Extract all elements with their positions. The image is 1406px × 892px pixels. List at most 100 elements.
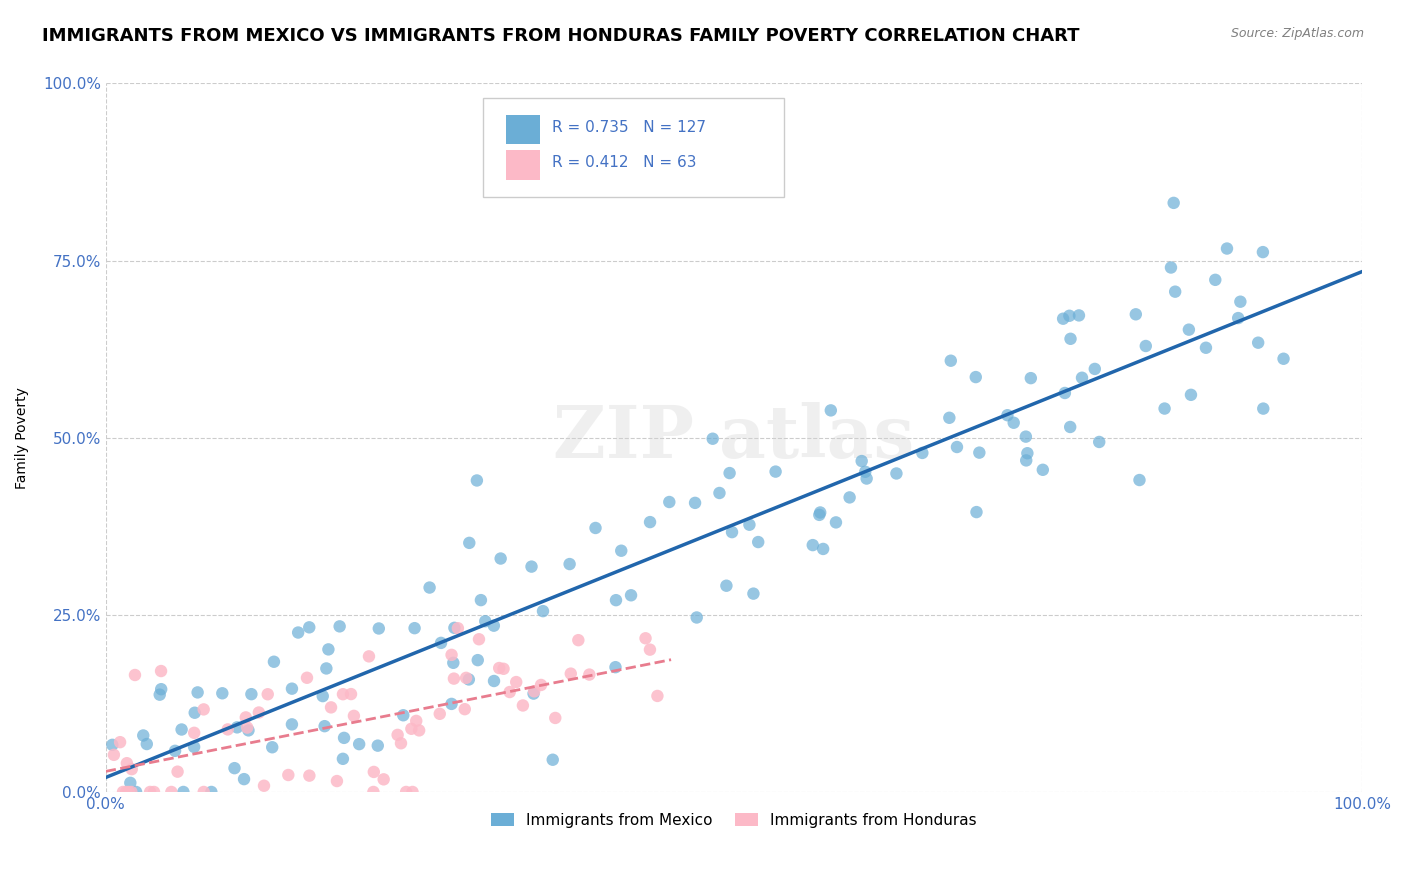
Point (488, 661, 510, 675)
Point (281, 681, 304, 696)
Point (605, 660, 627, 674)
Point (482, 618, 505, 632)
Point (343, 709, 366, 723)
Point (443, 672, 465, 686)
Point (441, 656, 464, 670)
Point (1227, 311, 1250, 326)
Point (166, 764, 188, 779)
Point (332, 752, 354, 766)
Point (373, 772, 395, 787)
Point (256, 687, 278, 701)
Point (530, 678, 553, 692)
Point (419, 581, 441, 595)
Point (430, 636, 453, 650)
Point (298, 620, 321, 634)
Point (1032, 463, 1054, 477)
Point (638, 515, 661, 529)
Point (886, 467, 908, 481)
Text: R = 0.412   N = 63: R = 0.412 N = 63 (551, 155, 696, 170)
Point (911, 446, 934, 460)
Point (224, 761, 246, 775)
Point (387, 728, 409, 742)
Point (541, 753, 564, 767)
Point (474, 614, 496, 628)
Point (1084, 362, 1107, 376)
Point (482, 673, 505, 688)
Point (236, 721, 259, 735)
Point (193, 785, 215, 799)
Point (1071, 370, 1094, 384)
Point (295, 671, 318, 685)
Point (103, 747, 125, 762)
Point (838, 491, 860, 505)
Point (443, 621, 465, 635)
Point (605, 593, 627, 607)
Point (149, 688, 172, 702)
Point (165, 744, 187, 758)
Point (544, 711, 567, 725)
Point (1125, 307, 1147, 321)
Point (115, 756, 138, 771)
Point (315, 661, 337, 675)
Point (738, 517, 761, 532)
Point (120, 776, 142, 790)
Point (108, 735, 131, 749)
Point (281, 717, 304, 731)
Point (1247, 335, 1270, 350)
Point (235, 710, 257, 724)
Point (808, 506, 831, 520)
Point (332, 687, 354, 701)
Point (765, 465, 787, 479)
Point (1088, 434, 1111, 449)
Point (150, 682, 173, 697)
Point (238, 723, 260, 738)
Point (333, 731, 356, 745)
Point (1128, 473, 1150, 487)
Point (1052, 311, 1074, 326)
Point (143, 785, 166, 799)
Point (1153, 401, 1175, 416)
Point (401, 722, 423, 736)
Point (135, 737, 157, 751)
Point (718, 466, 741, 480)
Point (395, 785, 418, 799)
Text: Source: ZipAtlas.com: Source: ZipAtlas.com (1230, 27, 1364, 40)
Point (825, 516, 848, 530)
Point (938, 410, 960, 425)
Point (326, 774, 349, 789)
Point (367, 739, 389, 753)
Point (172, 785, 194, 799)
Point (939, 353, 962, 368)
Point (1019, 371, 1042, 385)
Point (408, 723, 430, 738)
Point (1017, 446, 1039, 460)
Point (1178, 323, 1201, 337)
Point (193, 702, 215, 716)
Point (1272, 351, 1295, 366)
Point (1067, 309, 1090, 323)
Point (811, 541, 834, 556)
Point (560, 666, 582, 681)
Point (118, 785, 141, 799)
Point (226, 720, 249, 734)
Point (139, 785, 162, 799)
Point (456, 671, 478, 685)
Point (247, 706, 270, 720)
FancyBboxPatch shape (506, 150, 540, 180)
Point (132, 729, 155, 743)
Point (686, 610, 709, 624)
Point (1195, 341, 1218, 355)
Point (454, 702, 477, 716)
Point (946, 440, 969, 454)
Point (523, 684, 546, 698)
Point (115, 785, 138, 799)
Point (578, 667, 600, 681)
Point (233, 772, 256, 786)
Point (808, 508, 831, 522)
Point (183, 706, 205, 720)
FancyBboxPatch shape (506, 114, 540, 145)
Point (702, 432, 724, 446)
Point (683, 496, 706, 510)
Point (1163, 195, 1185, 210)
Point (314, 719, 336, 733)
